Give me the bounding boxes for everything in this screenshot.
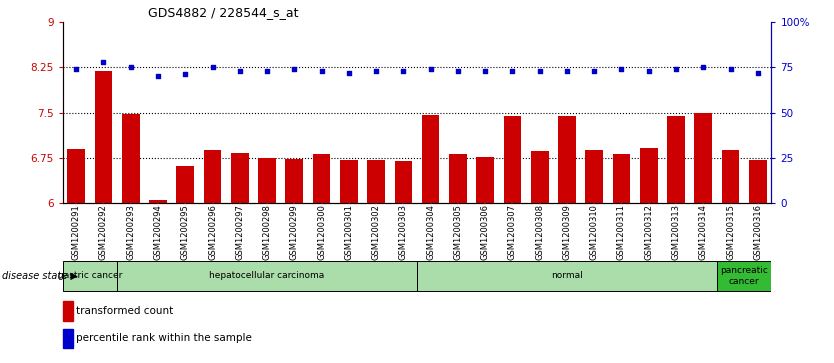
Bar [476, 157, 494, 203]
Point [751, 70, 765, 76]
Bar [68, 149, 85, 203]
Point [397, 68, 410, 74]
Bar [285, 159, 304, 203]
Bar [394, 161, 412, 203]
Bar [417, 261, 717, 290]
Text: GSM1200294: GSM1200294 [153, 204, 163, 260]
Bar [259, 158, 276, 203]
Bar [449, 154, 467, 203]
Point [97, 59, 110, 65]
Text: GSM1200299: GSM1200299 [289, 204, 299, 260]
Text: GSM1200292: GSM1200292 [99, 204, 108, 260]
Text: transformed count: transformed count [76, 306, 173, 316]
Point [479, 68, 492, 74]
Text: GSM1200291: GSM1200291 [72, 204, 81, 260]
Bar [94, 72, 113, 203]
Point [424, 66, 437, 72]
Bar [717, 261, 771, 290]
Bar [367, 160, 385, 203]
Text: pancreatic
cancer: pancreatic cancer [721, 266, 768, 286]
Bar [313, 154, 330, 203]
Bar [203, 150, 221, 203]
Text: GSM1200315: GSM1200315 [726, 204, 735, 260]
Bar [613, 154, 631, 203]
Point [342, 70, 355, 76]
Text: GSM1200300: GSM1200300 [317, 204, 326, 260]
Text: GSM1200314: GSM1200314 [699, 204, 708, 260]
Text: GSM1200304: GSM1200304 [426, 204, 435, 260]
Point [533, 68, 546, 74]
Text: GSM1200312: GSM1200312 [644, 204, 653, 260]
Bar [117, 261, 417, 290]
Bar [667, 115, 685, 203]
Point [615, 66, 628, 72]
Point [670, 66, 683, 72]
Bar [585, 150, 603, 203]
Bar [504, 115, 521, 203]
Text: GSM1200303: GSM1200303 [399, 204, 408, 260]
Point [587, 68, 600, 74]
Bar [63, 261, 117, 290]
Bar [176, 166, 194, 203]
Text: GSM1200311: GSM1200311 [617, 204, 626, 260]
Bar [422, 115, 440, 203]
Text: percentile rank within the sample: percentile rank within the sample [76, 333, 252, 343]
Text: GSM1200302: GSM1200302 [372, 204, 380, 260]
Bar [695, 113, 712, 203]
Point [69, 66, 83, 72]
Text: GSM1200295: GSM1200295 [181, 204, 190, 260]
Text: GSM1200301: GSM1200301 [344, 204, 354, 260]
Bar [721, 150, 740, 203]
Point [560, 68, 574, 74]
Point [369, 68, 383, 74]
Bar [231, 153, 249, 203]
Text: GSM1200313: GSM1200313 [671, 204, 681, 260]
Text: disease state ▶: disease state ▶ [2, 271, 78, 281]
Text: GSM1200298: GSM1200298 [263, 204, 272, 260]
Point [315, 68, 329, 74]
Point [642, 68, 656, 74]
Point [260, 68, 274, 74]
Point [288, 66, 301, 72]
Bar [749, 160, 766, 203]
Point [124, 64, 138, 70]
Text: GSM1200293: GSM1200293 [126, 204, 135, 260]
Text: GSM1200296: GSM1200296 [208, 204, 217, 260]
Point [724, 66, 737, 72]
Point [451, 68, 465, 74]
Text: GDS4882 / 228544_s_at: GDS4882 / 228544_s_at [148, 6, 298, 19]
Text: hepatocellular carcinoma: hepatocellular carcinoma [209, 272, 324, 280]
Text: GSM1200307: GSM1200307 [508, 204, 517, 260]
Text: gastric cancer: gastric cancer [58, 272, 122, 280]
Point [206, 64, 219, 70]
Text: GSM1200309: GSM1200309 [562, 204, 571, 260]
Point [234, 68, 247, 74]
Point [178, 72, 192, 77]
Text: GSM1200316: GSM1200316 [753, 204, 762, 260]
Point [151, 73, 164, 79]
Text: normal: normal [551, 272, 583, 280]
Bar [340, 160, 358, 203]
Text: GSM1200306: GSM1200306 [480, 204, 490, 260]
Bar [530, 151, 549, 203]
Text: GSM1200305: GSM1200305 [454, 204, 462, 260]
Bar [122, 114, 139, 203]
Bar [640, 148, 658, 203]
Text: GSM1200310: GSM1200310 [590, 204, 599, 260]
Bar [149, 200, 167, 203]
Text: GSM1200297: GSM1200297 [235, 204, 244, 260]
Text: GSM1200308: GSM1200308 [535, 204, 545, 260]
Point [505, 68, 519, 74]
Bar [558, 115, 575, 203]
Point [696, 64, 710, 70]
